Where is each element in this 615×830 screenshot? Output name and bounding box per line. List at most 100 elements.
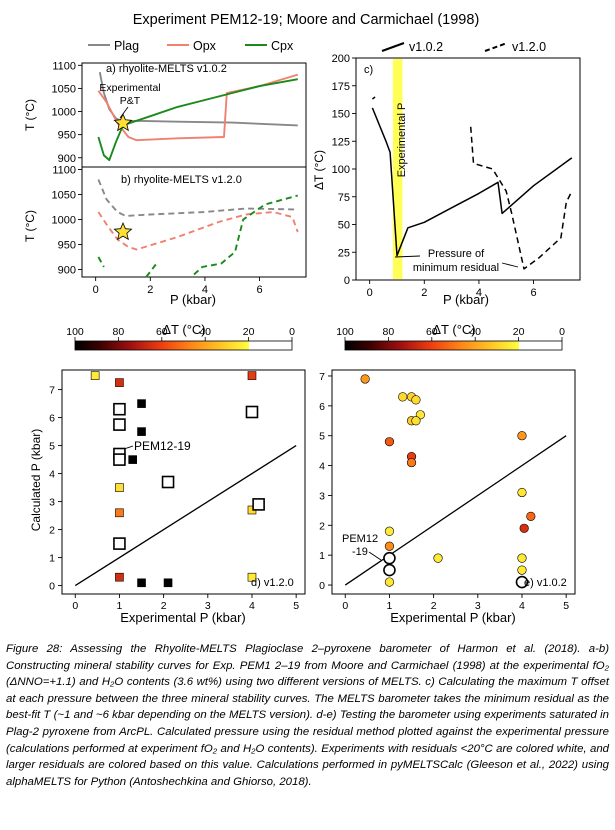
panel-e: 0 1 2 3 4 5 0 1 2 3 4 5 6 7 PEM12 -19 e) v1.0.2 Exper… — [319, 369, 576, 625]
y-tick-label-175: 175 — [332, 81, 350, 93]
d-point-20 — [247, 572, 257, 582]
e-x-tick-label-3: 3 — [475, 600, 481, 612]
colorbar-tick-label-20: 20 — [243, 326, 255, 338]
e-point-6 — [411, 416, 421, 426]
exp-p-band-label: Experimental P — [396, 103, 408, 178]
d-point-14 — [161, 475, 175, 489]
panel-c-frame — [355, 57, 581, 281]
legend-v120-swatch — [484, 42, 508, 52]
colorbar-d-title: ΔT (°C) — [162, 322, 205, 337]
legend-v102-label: v1.0.2 — [409, 40, 443, 54]
e-one-to-one-line — [344, 435, 567, 586]
min-resid-arrow-1 — [394, 255, 421, 258]
colorbar-e-white-zone — [519, 341, 562, 350]
pem-annot-e-line1: PEM12 — [342, 533, 378, 545]
panel-b-label: b) rhyolite-MELTS v1.2.0 — [121, 174, 242, 186]
d-x-tick-label-1: 1 — [117, 600, 123, 612]
exp-pt-annot-line2: P&T — [120, 95, 141, 107]
pem-annot-e-line2: -19 — [352, 546, 368, 558]
y-tick-label-1050: 1050 — [52, 83, 76, 95]
y-tick-label-50: 50 — [338, 220, 350, 232]
colorbar-tick-label-100: 100 — [66, 326, 84, 338]
d-point-17 — [245, 405, 259, 419]
legend-cpx-label: Cpx — [271, 39, 294, 53]
d-point-9 — [115, 572, 124, 582]
panel-c-xlabel: P (kbar) — [443, 292, 489, 307]
y-tick-label-950: 950 — [58, 240, 76, 252]
d-x-tick-label-4: 4 — [249, 600, 255, 612]
x-tick-label-2: 2 — [421, 287, 427, 299]
d-point-15 — [163, 578, 173, 588]
e-y-tick-label-1: 1 — [319, 550, 325, 562]
d-y-tick-label-0: 0 — [49, 581, 55, 593]
y-tick-label-200: 200 — [332, 53, 350, 65]
e-x-tick-label-5: 5 — [563, 600, 569, 612]
e-x-tick-label-1: 1 — [387, 600, 393, 612]
pem-annot-d: PEM12-19 — [134, 439, 191, 453]
e-y-tick-label-6: 6 — [319, 401, 325, 413]
panel-a: 900 950 1000 1050 1100 a) rhyolite-MELTS v1.… — [23, 60, 307, 168]
colorbar-e: ΔT (°C) 100 80 60 40 20 0 — [336, 322, 565, 351]
exp-pt-annot-line1: Experimental — [99, 82, 160, 94]
colorbar-tick-label-0: 0 — [559, 326, 565, 338]
panel-b-ylabel: T (°C) — [23, 210, 37, 242]
panel-c-ylabel: ΔT (°C) — [312, 150, 326, 190]
y-tick-label-0: 0 — [344, 275, 350, 287]
d-point-19 — [252, 498, 265, 511]
figure-canvas: Experiment PEM12-19; Moore and Carmichae… — [23, 12, 581, 625]
legend-plag-label: Plag — [114, 39, 139, 53]
d-y-tick-label-7: 7 — [49, 385, 55, 397]
d-point-16 — [247, 371, 257, 380]
x-tick-label-0: 0 — [367, 287, 373, 299]
e-x-tick-label-4: 4 — [519, 600, 525, 612]
e-point-18 — [526, 511, 536, 521]
d-y-tick-label-5: 5 — [49, 441, 55, 453]
panel-b-xlabel: P (kbar) — [170, 292, 216, 307]
experimental-pt-star-a — [113, 113, 133, 132]
series-cpx-line-4 — [193, 194, 299, 276]
colorbar-tick-label-80: 80 — [113, 326, 125, 338]
e-point-1 — [398, 392, 408, 402]
panel-c: 0 25 50 75 100 125 150 175 200 0 2 4 6 c) Experimen… — [312, 53, 581, 307]
panel-d: 0 1 2 3 4 5 0 1 2 3 4 5 6 7 PEM12-19 d) v1.2.0 Calcul… — [29, 369, 306, 625]
d-y-tick-label-6: 6 — [49, 413, 55, 425]
colorbar-tick-label-60: 60 — [426, 326, 438, 338]
y-tick-label-900: 900 — [58, 265, 76, 277]
x-tick-label-0: 0 — [93, 284, 99, 296]
d-point-3 — [113, 418, 126, 431]
legend-v120-label: v1.2.0 — [512, 40, 546, 54]
series-cpx-line-2 — [97, 256, 105, 268]
pem-annot-d-line — [123, 445, 134, 450]
e-point-15 — [433, 553, 443, 563]
exp-pt-annot-line — [119, 106, 129, 119]
series-plag-line-0 — [97, 179, 298, 217]
panel-e-label: e) v1.0.2 — [524, 577, 567, 589]
experimental-p-band — [392, 59, 403, 279]
e-y-tick-label-4: 4 — [319, 461, 325, 473]
series-v120-line-2 — [469, 126, 573, 270]
e-point-19 — [519, 523, 529, 533]
e-point-20 — [517, 553, 527, 563]
d-y-tick-label-3: 3 — [49, 497, 55, 509]
panel-d-ylabel: Calculated P (kbar) — [29, 429, 43, 532]
panel-d-label: d) v1.2.0 — [251, 577, 294, 589]
d-point-0 — [90, 371, 100, 380]
e-y-tick-label-3: 3 — [319, 490, 325, 502]
e-y-tick-label-0: 0 — [319, 580, 325, 592]
legend-v102-swatch — [381, 42, 405, 52]
series-v102-line-0 — [371, 107, 573, 257]
d-point-10 — [128, 455, 137, 464]
y-tick-label-125: 125 — [332, 136, 350, 148]
colorbar-tick-label-40: 40 — [199, 326, 211, 338]
colorbar-e-frame — [344, 340, 563, 351]
d-x-tick-label-5: 5 — [293, 600, 299, 612]
min-resid-annot-line2: minimum residual — [413, 262, 499, 274]
y-tick-label-900: 900 — [58, 153, 76, 165]
colorbar-d: ΔT (°C) 100 80 60 40 20 0 — [66, 322, 295, 351]
e-y-tick-label-2: 2 — [319, 520, 325, 532]
panel-b-frame — [81, 166, 307, 278]
y-tick-label-950: 950 — [58, 130, 76, 142]
colorbar-tick-label-0: 0 — [289, 326, 295, 338]
legend-opx-label: Opx — [193, 39, 217, 53]
colorbar-d-gradient — [75, 341, 249, 350]
